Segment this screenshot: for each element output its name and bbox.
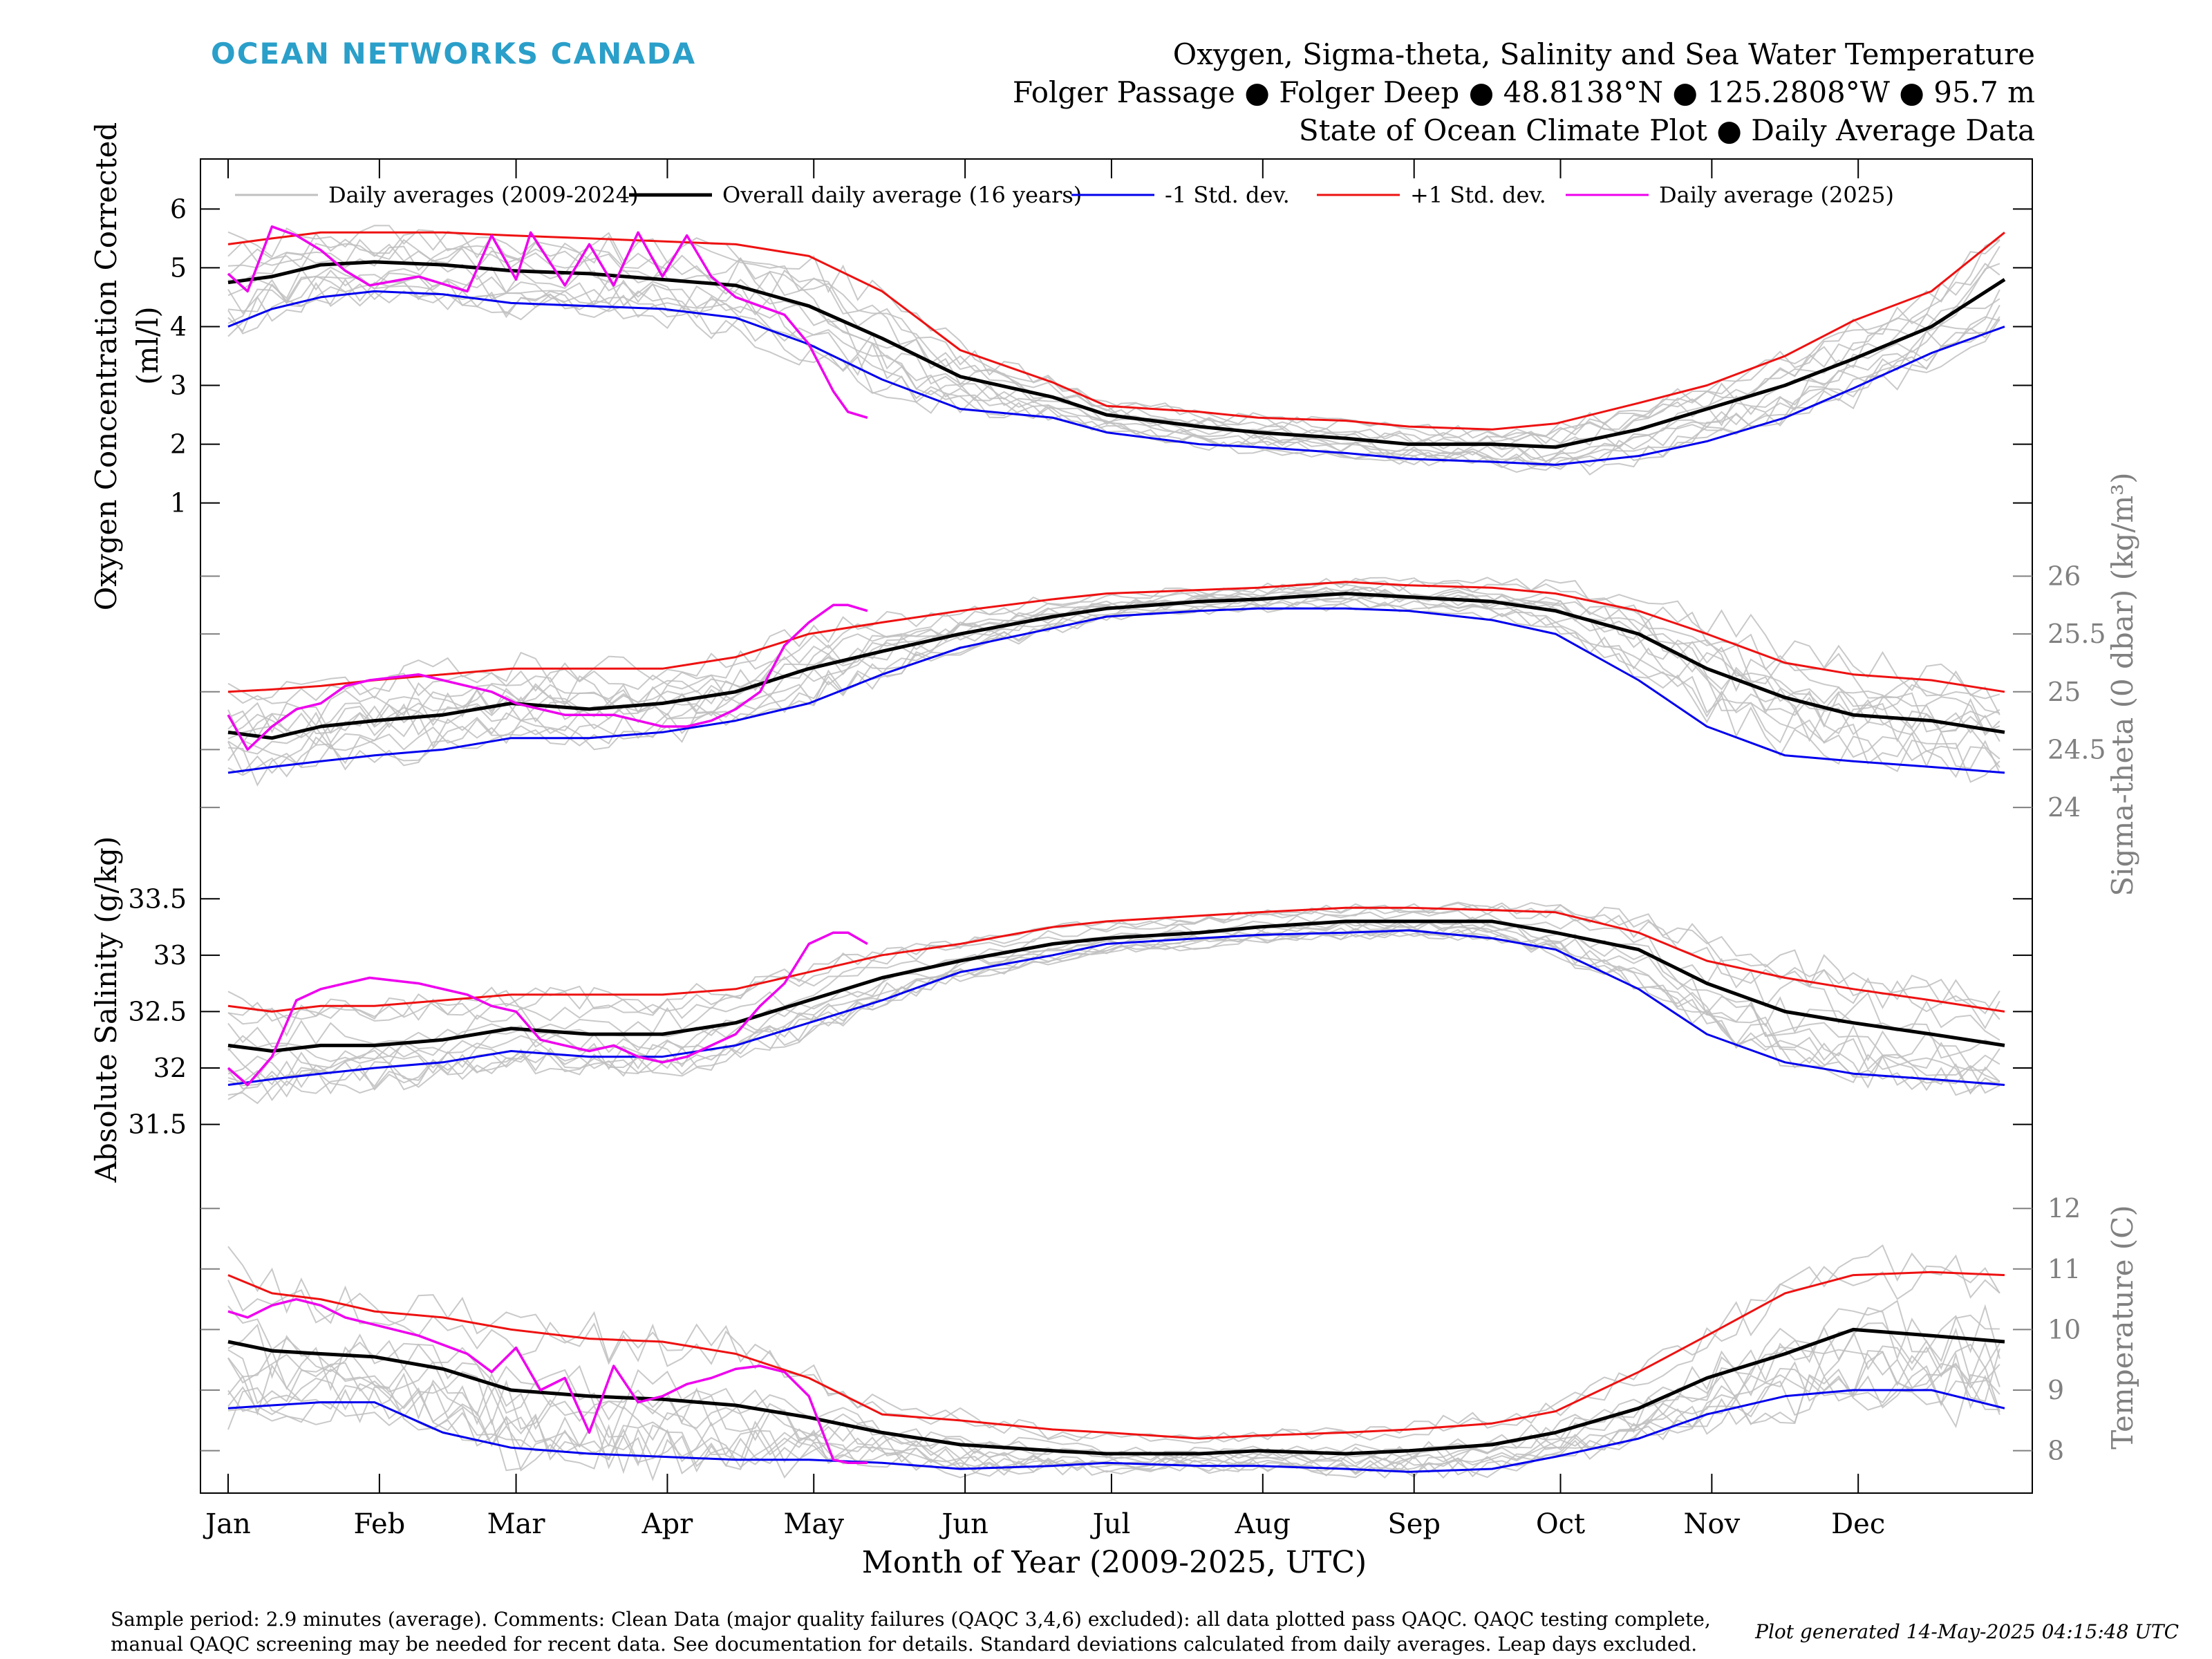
y-tick-label-temperature: 12 [2047, 1193, 2081, 1224]
y-label-sigma: Sigma-theta (0 dbar) (kg/m³) [2106, 472, 2139, 896]
x-tick-label: Jul [1090, 1508, 1131, 1540]
minus-sd-line-salinity [227, 929, 2005, 1086]
history-line-salinity [227, 901, 2000, 1021]
legend: Daily averages (2009-2024) Overall daily … [235, 182, 1894, 208]
mean-line-salinity [227, 919, 2005, 1053]
history-line-salinity [227, 930, 2000, 1105]
history-line-salinity [227, 927, 2000, 1094]
history-line-oxygen [227, 272, 2000, 467]
history-line-salinity [227, 903, 2000, 1037]
y-label-oxygen-line2: (ml/l) [131, 306, 165, 385]
y-tick-label-temperature: 8 [2047, 1436, 2064, 1466]
axis-layer: 1234562424.52525.52631.53232.53333.58910… [128, 159, 2106, 1540]
y-tick-label-oxygen: 1 [170, 488, 187, 518]
y-tick-label-temperature: 9 [2047, 1375, 2064, 1405]
x-tick-label: Feb [353, 1508, 405, 1540]
y-tick-label-salinity: 33.5 [128, 883, 187, 914]
x-tick-label: Aug [1235, 1508, 1291, 1540]
history-line-oxygen [227, 266, 2000, 463]
y-tick-label-oxygen: 3 [170, 371, 187, 401]
history-line-sigma-theta [227, 592, 2000, 746]
footer-note-line2: manual QAQC screening may be needed for … [111, 1633, 1697, 1656]
current-year-line-salinity [227, 931, 868, 1087]
chart-subtitle-location: Folger Passage ● Folger Deep ● 48.8138°N… [1013, 75, 2035, 109]
history-line-salinity [227, 902, 2000, 1022]
y-tick-label-oxygen: 5 [170, 252, 187, 283]
x-axis-label: Month of Year (2009-2025, UTC) [862, 1545, 1367, 1580]
x-tick-label: Oct [1536, 1508, 1585, 1540]
history-line-oxygen [227, 278, 2000, 470]
history-line-sigma-theta [227, 582, 2000, 733]
plus-sd-line-salinity [227, 906, 2005, 1013]
history-line-sigma-theta [227, 601, 2000, 783]
history-line-sigma-theta [227, 588, 2000, 744]
y-tick-label-salinity: 33 [153, 940, 187, 971]
plus-sd-line-sigma-theta [227, 581, 2005, 693]
y-tick-label-sigma-theta: 24.5 [2047, 734, 2106, 765]
y-label-salinity: Absolute Salinity (g/kg) [89, 836, 123, 1183]
y-label-temperature: Temperature (C) [2106, 1205, 2139, 1449]
y-tick-label-sigma-theta: 26 [2047, 561, 2081, 591]
x-tick-label: Apr [641, 1508, 693, 1540]
legend-label: Daily averages (2009-2024) [328, 182, 639, 208]
footer-generated: Plot generated 14-May-2025 04:15:48 UTC [1754, 1620, 2179, 1643]
chart-subtitle-type: State of Ocean Climate Plot ● Daily Aver… [1299, 113, 2035, 147]
y-tick-label-sigma-theta: 24 [2047, 792, 2081, 823]
mean-line-oxygen [227, 260, 2006, 449]
history-line-temperature [227, 1244, 2000, 1443]
history-line-temperature [227, 1331, 2000, 1464]
history-line-temperature [227, 1322, 2000, 1465]
x-tick-label: Sep [1387, 1508, 1441, 1540]
y-tick-label-salinity: 31.5 [128, 1109, 187, 1140]
y-tick-label-temperature: 11 [2047, 1254, 2081, 1284]
y-tick-label-salinity: 32.5 [128, 996, 187, 1027]
x-tick-label: Nov [1684, 1508, 1741, 1540]
x-tick-label: Jun [939, 1508, 988, 1540]
current-year-line-oxygen [227, 225, 868, 419]
plot-frame [200, 158, 2033, 1494]
legend-label: Daily average (2025) [1659, 182, 1894, 208]
history-line-salinity [227, 910, 2000, 1048]
plus-sd-line-temperature [227, 1271, 2005, 1440]
y-tick-label-temperature: 10 [2047, 1314, 2081, 1344]
history-line-sigma-theta [227, 598, 2000, 787]
y-tick-label-sigma-theta: 25.5 [2047, 619, 2106, 649]
history-line-oxygen [227, 245, 2000, 451]
series-layer [227, 225, 2006, 1481]
current-year-line-sigma-theta [227, 603, 868, 751]
brand-logo-text: OCEAN NETWORKS CANADA [211, 37, 696, 71]
y-tick-label-oxygen: 6 [170, 194, 187, 224]
y-tick-label-salinity: 32 [153, 1053, 187, 1083]
history-line-sigma-theta [227, 577, 2000, 715]
x-tick-label: Dec [1831, 1508, 1885, 1540]
y-tick-label-sigma-theta: 25 [2047, 677, 2081, 707]
legend-label: -1 Std. dev. [1165, 182, 1290, 208]
y-label-oxygen-line1: Oxygen Concentration Corrected [89, 122, 123, 610]
minus-sd-line-temperature [227, 1389, 2005, 1473]
history-line-oxygen [227, 259, 2000, 461]
legend-label: +1 Std. dev. [1410, 182, 1546, 208]
x-tick-label: May [784, 1508, 845, 1540]
history-line-salinity [227, 924, 2000, 1089]
minus-sd-line-oxygen [227, 290, 2005, 466]
minus-sd-line-sigma-theta [227, 607, 2005, 774]
plot-border [200, 158, 2033, 1494]
plus-sd-line-oxygen [227, 231, 2005, 431]
x-tick-label: Mar [487, 1508, 546, 1540]
history-line-sigma-theta [227, 586, 2000, 739]
history-line-sigma-theta [227, 577, 2000, 701]
y-tick-label-oxygen: 2 [170, 429, 187, 460]
chart-title: Oxygen, Sigma-theta, Salinity and Sea Wa… [1173, 37, 2035, 71]
x-tick-label: Jan [203, 1508, 251, 1540]
history-line-temperature [227, 1374, 2000, 1481]
mean-line-sigma-theta [227, 592, 2005, 740]
current-year-line-temperature [227, 1297, 868, 1464]
history-line-salinity [227, 928, 2000, 1101]
footer-note-line1: Sample period: 2.9 minutes (average). Co… [111, 1608, 1711, 1631]
y-tick-label-oxygen: 4 [170, 311, 187, 341]
mean-line-temperature [227, 1327, 2005, 1456]
legend-label: Overall daily average (16 years) [722, 182, 1082, 208]
